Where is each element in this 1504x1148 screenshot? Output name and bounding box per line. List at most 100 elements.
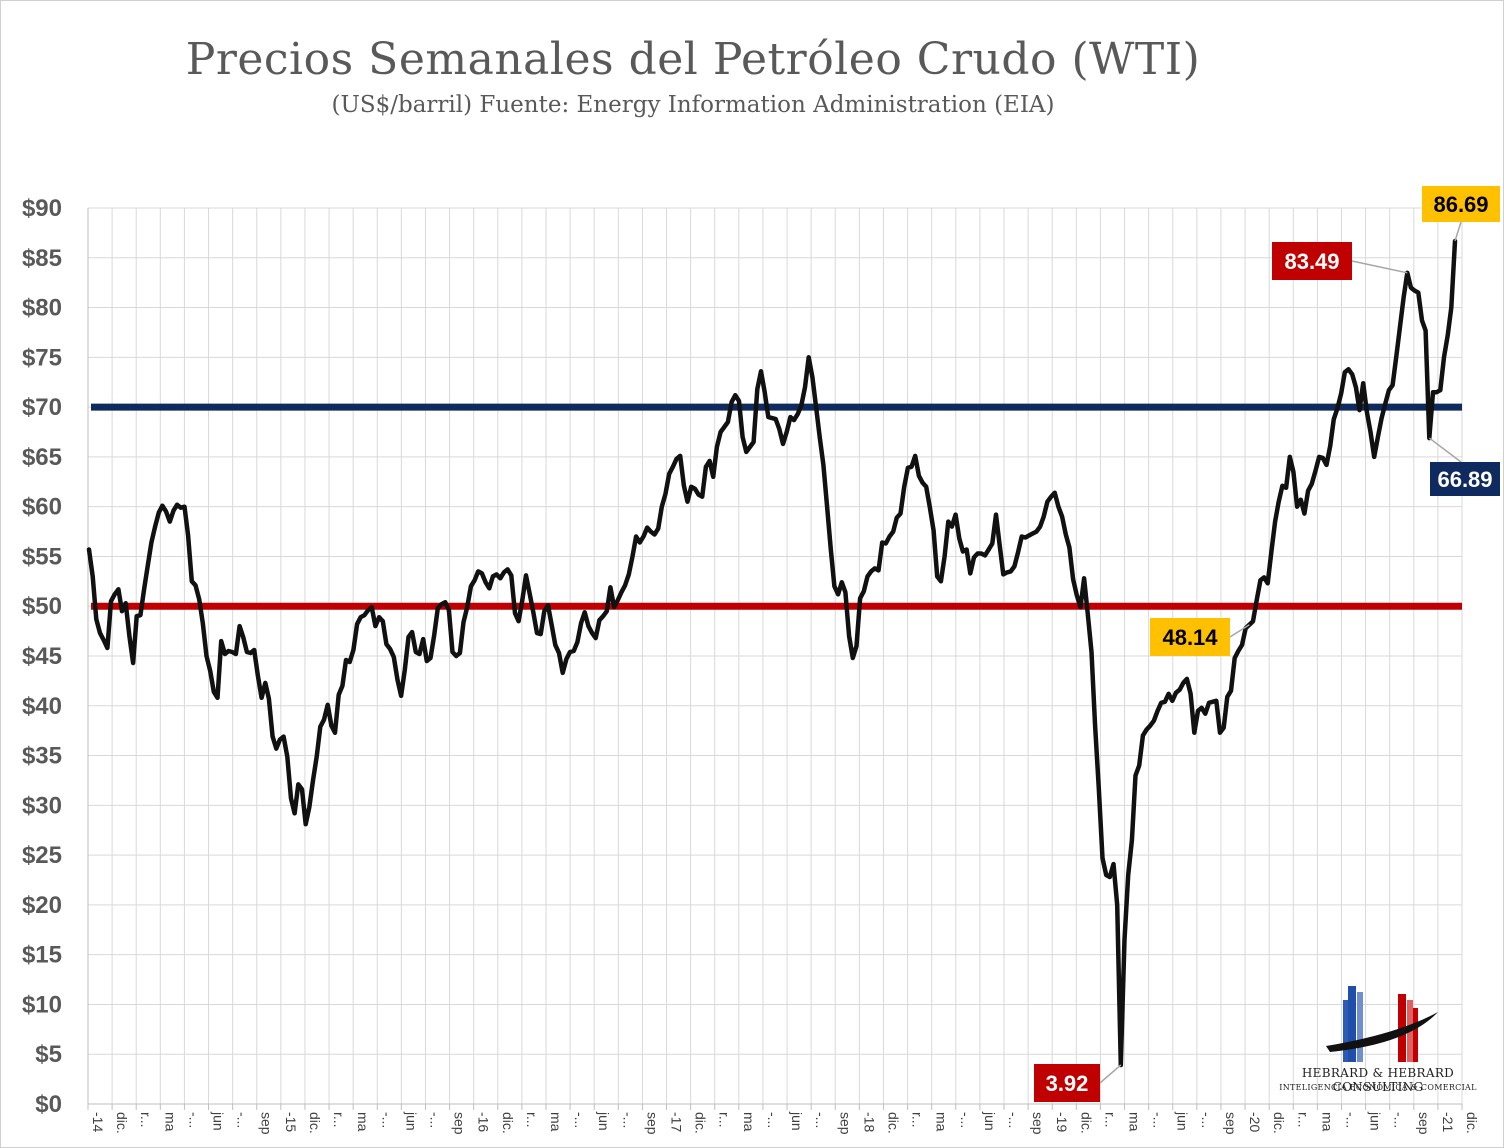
x-tick-label: -18 [861, 1112, 877, 1132]
x-tick-label: dic. [500, 1112, 516, 1134]
y-tick-label: $10 [22, 991, 62, 1018]
value-callouts: 86.69 83.49 66.89 48.14 3.92 [1034, 186, 1500, 1102]
x-tick-label: ma [162, 1112, 178, 1132]
callout-66-89: 66.89 [1428, 437, 1500, 496]
x-tick-label: -... [379, 1112, 395, 1128]
x-tick-label: dic. [1271, 1112, 1287, 1134]
x-tick-label: jun [211, 1111, 227, 1131]
x-tick-label: ma [741, 1112, 757, 1132]
x-tick-label: sep [1223, 1112, 1239, 1135]
y-tick-label: $80 [22, 295, 62, 322]
y-tick-label: $25 [22, 842, 62, 869]
y-tick-label: $65 [22, 444, 62, 471]
callout-box [1422, 186, 1500, 222]
x-tick-label: -14 [90, 1112, 106, 1132]
y-tick-label: $55 [22, 543, 62, 570]
x-tick-label: ma [1319, 1112, 1335, 1132]
x-tick-label: -... [235, 1112, 251, 1128]
reference-lines [91, 403, 1462, 610]
x-tick-label: sep [1030, 1112, 1046, 1135]
callout-83-49: 83.49 [1272, 242, 1408, 280]
x-tick-label: -... [186, 1112, 202, 1128]
callout-box [1272, 242, 1352, 280]
x-tick-label: jun [403, 1111, 419, 1131]
x-tick-label: r... [138, 1112, 154, 1128]
x-tick-label: -... [813, 1112, 829, 1128]
x-tick-label: -... [1199, 1112, 1215, 1128]
x-tick-label: -... [1151, 1112, 1167, 1128]
logo-tagline: INTELIGENCIA ECONÓMICA & COMERCIAL [1279, 1083, 1477, 1092]
callout-label: 48.14 [1162, 625, 1218, 650]
x-tick-label: -... [620, 1112, 636, 1128]
y-tick-label: $5 [35, 1041, 62, 1068]
chart-title: Precios Semanales del Petróleo Crudo (WT… [185, 34, 1201, 85]
callout-box [1150, 618, 1230, 656]
x-tick-label: -17 [669, 1112, 685, 1132]
y-tick-label: $60 [22, 494, 62, 521]
callout-label: 86.69 [1433, 192, 1488, 217]
x-tick-label: dic. [307, 1112, 323, 1134]
x-tick-label: ma [548, 1112, 564, 1132]
x-tick-label: dic. [693, 1112, 709, 1134]
x-tick-label: r... [717, 1112, 733, 1128]
y-tick-label: $75 [22, 344, 62, 371]
x-tick-label: r... [524, 1112, 540, 1128]
callout-leader-line [1229, 624, 1250, 638]
x-tick-label: r... [331, 1112, 347, 1128]
grid-lines [87, 207, 1463, 1110]
x-tick-label: -21 [1440, 1112, 1456, 1132]
callout-leader-line [1351, 260, 1408, 274]
y-tick-label: $35 [22, 743, 62, 770]
x-tick-label: dic. [114, 1112, 130, 1134]
callout-48-14: 48.14 [1150, 618, 1250, 656]
x-tick-label: r... [1295, 1112, 1311, 1128]
x-tick-label: dic. [1078, 1112, 1094, 1134]
x-tick-label: sep [837, 1112, 853, 1135]
y-tick-label: $50 [22, 593, 62, 620]
y-tick-label: $0 [35, 1091, 62, 1118]
callout-leader-line [1454, 221, 1462, 242]
x-tick-label: -20 [1247, 1112, 1263, 1132]
x-tick-label: jun [596, 1111, 612, 1131]
x-tick-label: dic. [1464, 1112, 1480, 1134]
price-line [86, 238, 1458, 1068]
y-tick-label: $30 [22, 792, 62, 819]
callout-box [1034, 1064, 1100, 1102]
x-tick-label: jun [982, 1111, 998, 1131]
x-tick-label: -... [427, 1112, 443, 1128]
callout-86-69: 86.69 [1422, 186, 1500, 242]
x-tick-label: -... [765, 1112, 781, 1128]
logo-mark-icon [1326, 986, 1438, 1062]
x-tick-label: ma [355, 1112, 371, 1132]
x-tick-label: ma [1127, 1112, 1143, 1132]
y-tick-label: $70 [22, 394, 62, 421]
x-tick-label: -... [1343, 1112, 1359, 1128]
callout-leader-line [1099, 1064, 1122, 1084]
y-tick-label: $90 [22, 195, 62, 222]
callout-box [1430, 462, 1500, 496]
x-tick-label: sep [452, 1112, 468, 1135]
x-tick-label: -15 [283, 1112, 299, 1132]
y-tick-label: $85 [22, 245, 62, 272]
x-tick-label: -... [958, 1112, 974, 1128]
callout-3-92: 3.92 [1034, 1064, 1122, 1102]
x-tick-label: sep [259, 1112, 275, 1135]
x-tick-label: r... [1102, 1112, 1118, 1128]
x-tick-label: -... [1392, 1112, 1408, 1128]
x-tick-label: -19 [1054, 1112, 1070, 1132]
x-tick-label: ma [934, 1112, 950, 1132]
x-tick-label: -16 [476, 1112, 492, 1132]
y-axis-ticks: $0 $5 $10 $15 $20 $25 $30 $35 $40 $45 $50 $55 $60 $65… [22, 195, 62, 1118]
x-axis-ticks: -14 dic. r... ma -... jun -... sep -15 dic. r... ma… [90, 1111, 1480, 1135]
chart-subtitle: (US$/barril) Fuente: Energy Information … [331, 92, 1055, 118]
price-series [86, 238, 1458, 1068]
y-tick-label: $40 [22, 693, 62, 720]
x-tick-label: jun [1368, 1111, 1384, 1131]
x-tick-label: -... [572, 1112, 588, 1128]
x-tick-label: sep [644, 1112, 660, 1135]
x-tick-label: dic. [885, 1112, 901, 1134]
y-tick-label: $15 [22, 942, 62, 969]
y-tick-label: $45 [22, 643, 62, 670]
y-tick-label: $20 [22, 892, 62, 919]
